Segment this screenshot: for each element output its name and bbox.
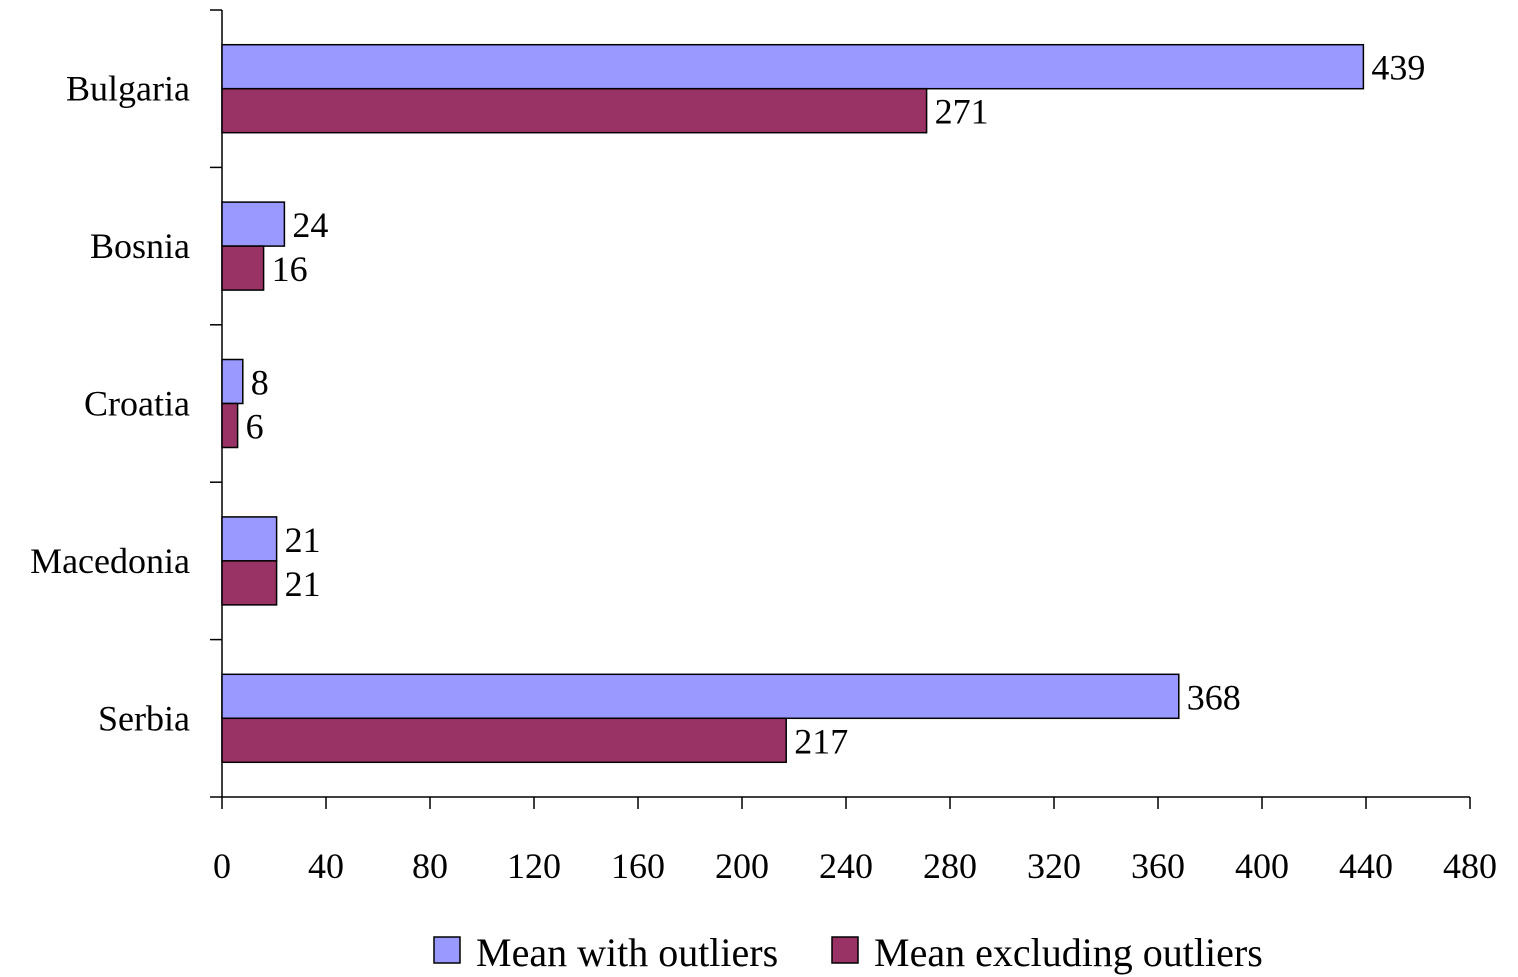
legend-swatch-0 — [433, 936, 461, 964]
legend-item-0: Mean with outliers — [433, 930, 778, 975]
legend-label-0: Mean with outliers — [476, 930, 778, 975]
x-tick-label: 80 — [412, 846, 448, 886]
data-label: 16 — [272, 249, 308, 289]
x-tick-label: 360 — [1131, 846, 1185, 886]
legend-label-1: Mean excluding outliers — [874, 930, 1263, 975]
x-tick-label: 120 — [507, 846, 561, 886]
x-tick-label: 200 — [715, 846, 769, 886]
category-label: Serbia — [98, 698, 190, 738]
data-label: 439 — [1371, 48, 1425, 88]
data-label: 21 — [285, 520, 321, 560]
bar — [221, 245, 265, 291]
legend-item-1: Mean excluding outliers — [831, 930, 1263, 975]
bar — [221, 201, 286, 247]
x-tick-label: 40 — [308, 846, 344, 886]
bar — [221, 673, 1180, 720]
data-label: 21 — [285, 564, 321, 604]
x-tick-label: 280 — [923, 846, 977, 886]
category-ticks — [210, 9, 222, 798]
bar — [221, 402, 239, 449]
data-label: 8 — [251, 363, 269, 403]
x-tick-label: 160 — [611, 846, 665, 886]
data-label: 6 — [246, 407, 264, 447]
x-tick-label: 440 — [1339, 846, 1393, 886]
bar — [221, 560, 278, 606]
x-tick-label: 320 — [1027, 846, 1081, 886]
category-labels: Bulgaria Bosnia Croatia Macedonia Serbia — [30, 69, 190, 739]
x-tick-label: 480 — [1443, 846, 1497, 886]
legend: Mean with outliers Mean excluding outlie… — [433, 930, 1263, 975]
bar — [221, 43, 1365, 90]
x-axis-ticks: 0 40 80 120 160 200 240 280 320 360 400 440 480 — [213, 797, 1497, 886]
bars — [221, 43, 1365, 764]
bar — [221, 516, 278, 562]
category-label: Bosnia — [90, 226, 190, 266]
data-label: 368 — [1187, 677, 1241, 717]
bar — [221, 87, 928, 134]
bar — [221, 358, 244, 405]
legend-swatch-1 — [831, 936, 859, 964]
category-label: Croatia — [84, 384, 190, 424]
bar — [221, 717, 787, 764]
data-label: 217 — [794, 721, 848, 761]
data-label: 271 — [935, 92, 989, 132]
x-tick-label: 0 — [213, 846, 231, 886]
x-tick-label: 240 — [819, 846, 873, 886]
data-label: 24 — [292, 205, 328, 245]
category-label: Bulgaria — [66, 69, 190, 109]
x-tick-label: 400 — [1235, 846, 1289, 886]
category-label: Macedonia — [30, 541, 190, 581]
